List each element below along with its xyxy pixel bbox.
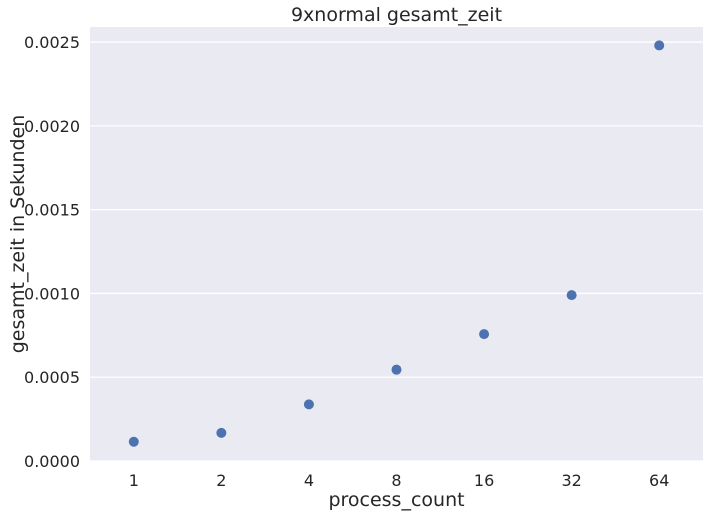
x-tick-label: 64 [649, 471, 669, 490]
x-tick-label: 16 [474, 471, 494, 490]
x-tick-label: 8 [391, 471, 401, 490]
data-points [128, 40, 665, 447]
x-tick-label: 1 [129, 471, 139, 490]
y-tick-label: 0.0025 [24, 33, 80, 52]
y-tick-labels: 0.0000 0.0005 0.0010 0.0015 0.0020 0.0025 [24, 33, 80, 471]
y-tick-label: 0.0015 [24, 201, 80, 220]
plot-area [90, 27, 703, 461]
data-point [566, 290, 577, 301]
x-tick-labels: 1 2 4 8 16 32 64 [129, 471, 670, 490]
y-tick-label: 0.0010 [24, 284, 80, 303]
x-axis-label: process_count [328, 489, 464, 511]
data-point [479, 329, 490, 340]
data-point [654, 40, 665, 51]
data-point [216, 427, 227, 438]
y-tick-label: 0.0000 [24, 452, 80, 471]
data-point [128, 436, 139, 447]
y-tick-label: 0.0005 [24, 368, 80, 387]
y-axis-label: gesamt_zeit in Sekunden [7, 115, 29, 354]
x-tick-label: 2 [216, 471, 226, 490]
grid-lines [90, 41, 703, 462]
chart-title: 9xnormal gesamt_zeit [291, 4, 502, 26]
x-tick-label: 32 [561, 471, 581, 490]
data-point [391, 364, 402, 375]
x-tick-label: 4 [304, 471, 314, 490]
data-point [303, 399, 314, 410]
y-tick-label: 0.0020 [24, 117, 80, 136]
